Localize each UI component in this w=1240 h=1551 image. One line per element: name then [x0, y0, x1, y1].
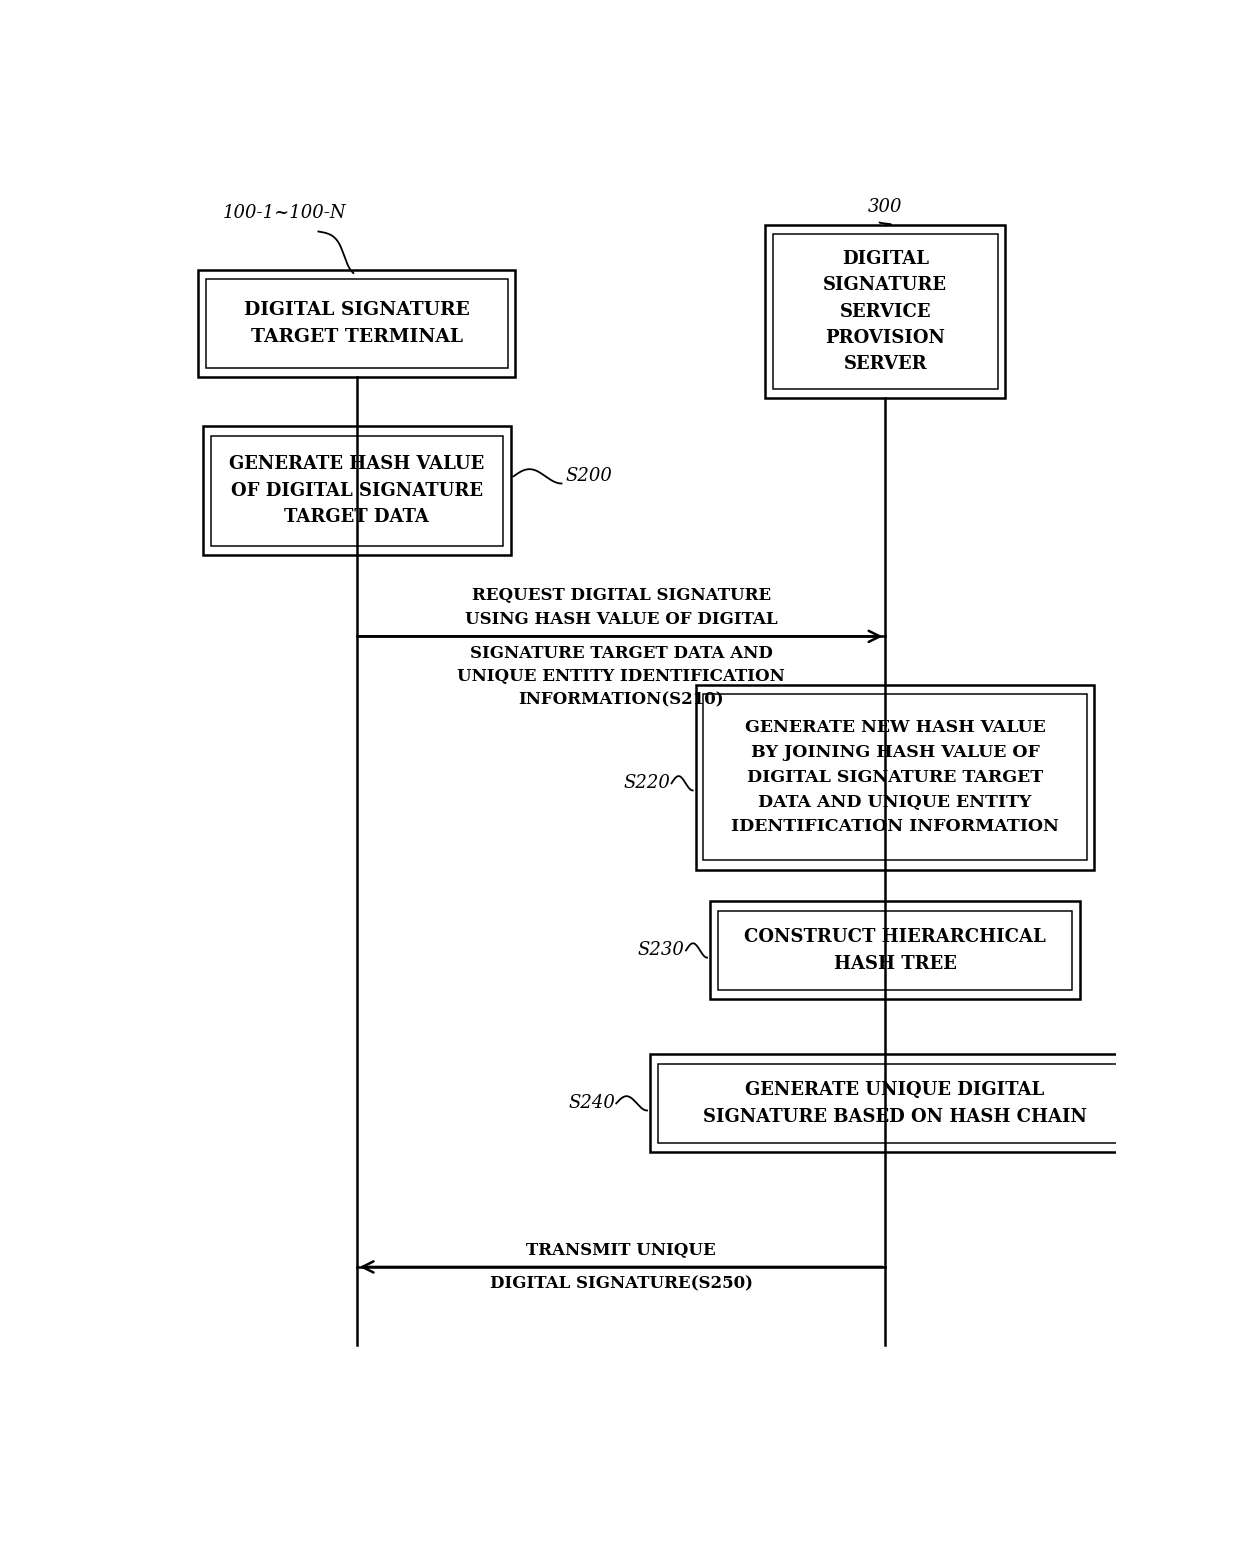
- Bar: [703, 695, 1086, 861]
- Text: DIGITAL SIGNATURE
TARGET TERMINAL: DIGITAL SIGNATURE TARGET TERMINAL: [244, 301, 470, 346]
- Bar: [711, 901, 1080, 999]
- Bar: [657, 1064, 1132, 1143]
- Text: S220: S220: [624, 774, 671, 793]
- Bar: [203, 427, 511, 555]
- Text: GENERATE UNIQUE DIGITAL
SIGNATURE BASED ON HASH CHAIN: GENERATE UNIQUE DIGITAL SIGNATURE BASED …: [703, 1081, 1087, 1126]
- Bar: [650, 1055, 1140, 1152]
- Bar: [198, 270, 516, 377]
- Text: S230: S230: [637, 941, 684, 960]
- Text: S240: S240: [568, 1095, 615, 1112]
- Text: SIGNATURE TARGET DATA AND
UNIQUE ENTITY IDENTIFICATION
INFORMATION(S210): SIGNATURE TARGET DATA AND UNIQUE ENTITY …: [458, 645, 785, 709]
- Bar: [718, 910, 1073, 990]
- Text: S200: S200: [565, 467, 613, 485]
- Bar: [773, 234, 998, 389]
- Text: DIGITAL
SIGNATURE
SERVICE
PROVISION
SERVER: DIGITAL SIGNATURE SERVICE PROVISION SERV…: [823, 250, 947, 374]
- Text: DIGITAL SIGNATURE(S250): DIGITAL SIGNATURE(S250): [490, 1275, 753, 1292]
- Text: GENERATE NEW HASH VALUE
BY JOINING HASH VALUE OF
DIGITAL SIGNATURE TARGET
DATA A: GENERATE NEW HASH VALUE BY JOINING HASH …: [732, 720, 1059, 836]
- Bar: [211, 436, 503, 546]
- Bar: [765, 225, 1006, 399]
- Text: GENERATE HASH VALUE
OF DIGITAL SIGNATURE
TARGET DATA: GENERATE HASH VALUE OF DIGITAL SIGNATURE…: [229, 456, 485, 526]
- Text: CONSTRUCT HIERARCHICAL
HASH TREE: CONSTRUCT HIERARCHICAL HASH TREE: [744, 927, 1045, 972]
- Text: REQUEST DIGITAL SIGNATURE
USING HASH VALUE OF DIGITAL: REQUEST DIGITAL SIGNATURE USING HASH VAL…: [465, 588, 777, 628]
- Bar: [206, 279, 507, 368]
- Text: 300: 300: [868, 199, 903, 216]
- Bar: [696, 684, 1095, 870]
- Text: TRANSMIT UNIQUE: TRANSMIT UNIQUE: [526, 1241, 715, 1258]
- Text: 100-1~100-N: 100-1~100-N: [223, 203, 346, 222]
